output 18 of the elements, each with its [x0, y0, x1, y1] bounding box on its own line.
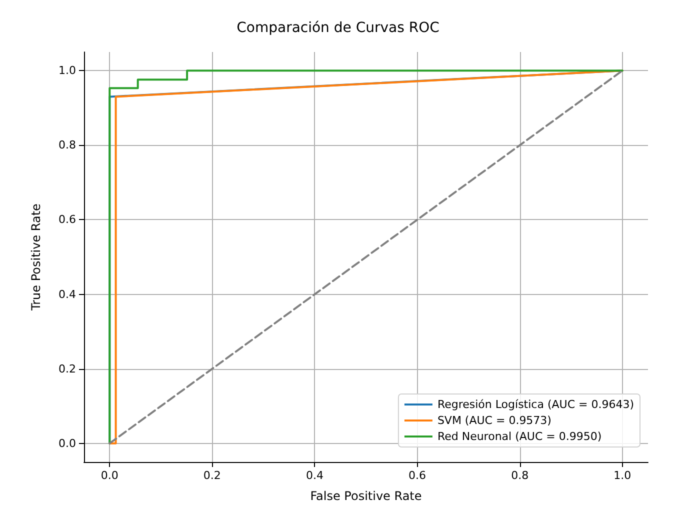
y-tick-label: 1.0 — [58, 64, 76, 78]
x-tick-label: 0.8 — [511, 469, 529, 482]
y-tick-label: 0.4 — [58, 288, 76, 301]
x-axis-title: False Positive Rate — [310, 489, 422, 503]
y-tick-label: 0.6 — [58, 213, 76, 226]
legend-label: Regresión Logística (AUC = 0.9643) — [437, 398, 634, 411]
x-tick-label: 0.2 — [203, 469, 221, 482]
y-tick-label: 0.0 — [58, 436, 76, 450]
y-tick-label: 0.2 — [58, 362, 76, 376]
legend-label: SVM (AUC = 0.9573) — [437, 414, 552, 427]
x-tick-label: 0.0 — [100, 469, 118, 482]
x-tick-label: 1.0 — [614, 469, 632, 482]
x-tick-label: 0.4 — [306, 469, 324, 482]
x-tick-label: 0.6 — [408, 469, 426, 482]
legend-label: Red Neuronal (AUC = 0.9950) — [437, 430, 602, 443]
y-tick-label: 0.8 — [58, 138, 76, 152]
y-axis-title: True Positive Rate — [29, 204, 43, 312]
chart-title: Comparación de Curvas ROC — [236, 20, 440, 36]
